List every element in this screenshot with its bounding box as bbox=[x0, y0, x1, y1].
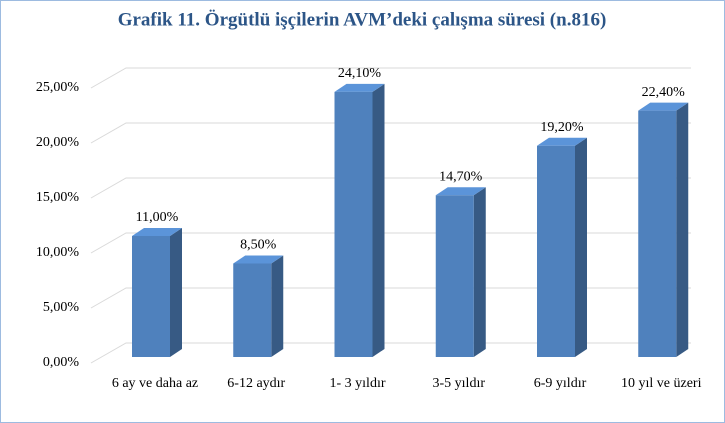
grid-line bbox=[90, 342, 691, 364]
value-label: 14,70% bbox=[439, 170, 483, 185]
x-tick-label: 10 yıl ve üzeri bbox=[621, 376, 702, 391]
y-tick-label: 5,00% bbox=[43, 300, 80, 315]
x-tick-label: 3-5 yıldır bbox=[432, 376, 486, 391]
bar bbox=[334, 83, 385, 358]
y-tick-label: 15,00% bbox=[36, 190, 80, 205]
bar-front bbox=[537, 145, 575, 357]
grid-line bbox=[90, 122, 691, 144]
bar-top bbox=[334, 83, 385, 92]
grid-line bbox=[90, 177, 691, 199]
bar-top bbox=[233, 255, 284, 264]
bar-top bbox=[537, 137, 587, 146]
bar-front bbox=[638, 110, 677, 357]
x-tick-label: 1- 3 yıldır bbox=[329, 376, 386, 391]
bar-side bbox=[170, 228, 182, 357]
bar-front bbox=[233, 263, 272, 357]
chart-title: Grafik 11. Örgütlü işçilerin AVM’deki ça… bbox=[118, 9, 607, 30]
bar bbox=[233, 255, 284, 357]
bar bbox=[537, 137, 587, 357]
x-tick-label: 6 ay ve daha az bbox=[111, 376, 199, 391]
bar-front bbox=[132, 236, 170, 357]
bar bbox=[638, 102, 689, 357]
grid-line bbox=[90, 232, 691, 254]
grid-line bbox=[90, 287, 691, 309]
bar-front bbox=[334, 91, 373, 358]
x-tick-label: 6-12 aydır bbox=[227, 376, 286, 391]
bar bbox=[132, 228, 182, 357]
y-tick-label: 0,00% bbox=[43, 355, 80, 370]
bar-side bbox=[676, 102, 689, 357]
bar-top bbox=[132, 228, 182, 236]
bar-side bbox=[372, 83, 385, 358]
y-tick-label: 20,00% bbox=[36, 135, 80, 150]
bar-top bbox=[638, 102, 689, 111]
value-label: 19,20% bbox=[540, 120, 584, 135]
bar-side bbox=[271, 255, 284, 357]
y-tick-label: 10,00% bbox=[36, 245, 80, 260]
value-label: 22,40% bbox=[642, 85, 686, 100]
x-tick-label: 6-9 yıldır bbox=[533, 376, 587, 391]
grid-line bbox=[90, 67, 691, 89]
value-label: 11,00% bbox=[136, 210, 179, 225]
bar-side bbox=[575, 137, 587, 357]
bar-front bbox=[435, 195, 474, 357]
value-label: 8,50% bbox=[240, 238, 277, 253]
value-label: 24,10% bbox=[338, 66, 382, 81]
bar-side bbox=[473, 187, 486, 357]
y-tick-label: 25,00% bbox=[36, 80, 80, 95]
bar bbox=[435, 187, 486, 357]
bar-top bbox=[435, 187, 486, 196]
